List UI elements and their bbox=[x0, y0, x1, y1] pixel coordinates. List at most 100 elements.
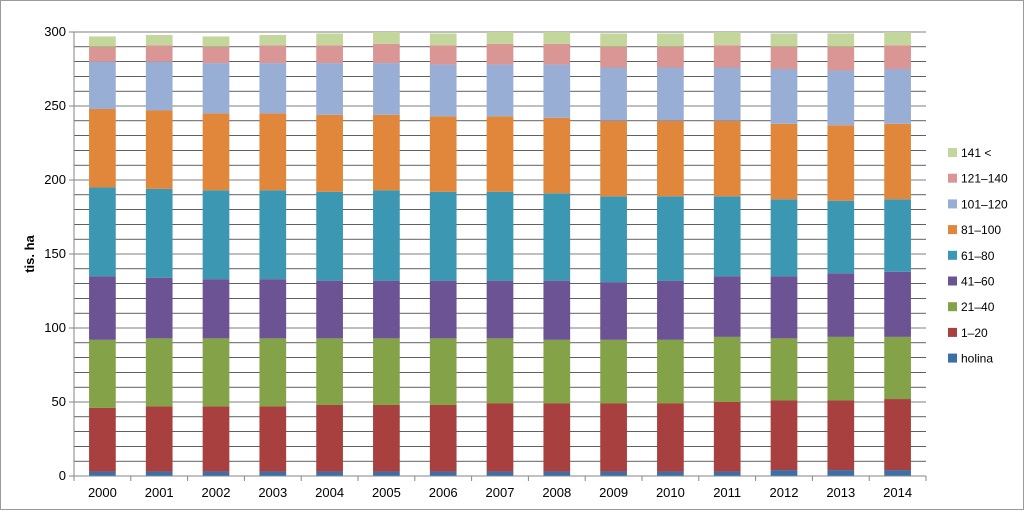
bar-segment bbox=[770, 69, 798, 124]
bar-segment bbox=[827, 400, 855, 471]
bar-segment bbox=[827, 125, 855, 201]
bar-segment bbox=[884, 45, 911, 69]
bar-segment bbox=[145, 34, 173, 46]
x-tick-label: 2012 bbox=[770, 485, 799, 500]
bar-segment bbox=[770, 33, 798, 47]
legend-swatch bbox=[948, 148, 957, 157]
bar-segment bbox=[202, 63, 230, 114]
legend-label: 21–40 bbox=[961, 300, 995, 314]
bar-segment bbox=[202, 113, 230, 191]
x-tick-label: 2000 bbox=[88, 485, 117, 500]
bar-segment bbox=[543, 117, 571, 194]
bar-segment bbox=[89, 46, 116, 62]
x-tick-label: 2006 bbox=[429, 485, 458, 500]
legend-swatch bbox=[948, 225, 957, 235]
bar-segment bbox=[827, 200, 855, 274]
bar-segment bbox=[429, 191, 457, 281]
bar-segment bbox=[316, 404, 343, 472]
x-tick-label: 2002 bbox=[202, 485, 231, 500]
bars bbox=[89, 32, 911, 476]
legend-swatch bbox=[948, 353, 957, 363]
y-axis-ticks: 0 50 100 150 200 250 300 bbox=[44, 24, 74, 483]
bar-segment bbox=[600, 120, 627, 197]
bar-segment bbox=[429, 471, 457, 476]
bar-segment bbox=[657, 67, 684, 121]
x-tick-label: 2007 bbox=[486, 485, 515, 500]
bar-segment bbox=[657, 46, 684, 68]
bar-segment bbox=[145, 406, 173, 472]
bar-segment bbox=[770, 276, 798, 339]
x-tick-label: 2004 bbox=[315, 485, 344, 500]
bar-segment bbox=[89, 471, 116, 476]
bar-segment bbox=[89, 339, 116, 408]
bar-segment bbox=[770, 338, 798, 401]
bar-segment bbox=[543, 471, 571, 476]
y-tick-label: 50 bbox=[52, 394, 66, 409]
bar-segment bbox=[486, 191, 514, 281]
bar-segment bbox=[259, 338, 287, 407]
bar-segment bbox=[316, 33, 343, 46]
legend-label: holina bbox=[961, 352, 993, 366]
bar-segment bbox=[827, 470, 855, 476]
bar-segment bbox=[600, 33, 627, 47]
bar-segment bbox=[884, 336, 911, 400]
bar-segment bbox=[429, 33, 457, 46]
bar-segment bbox=[89, 187, 116, 277]
bar-segment bbox=[884, 399, 911, 471]
bar-segment bbox=[429, 404, 457, 472]
bar-segment bbox=[429, 45, 457, 65]
y-tick-label: 250 bbox=[44, 98, 66, 113]
bar-segment bbox=[713, 32, 741, 46]
bar-segment bbox=[373, 280, 400, 339]
bar-segment bbox=[770, 199, 798, 277]
x-tick-label: 2011 bbox=[713, 485, 741, 500]
x-tick-label: 2009 bbox=[599, 485, 628, 500]
legend-label: 1–20 bbox=[961, 326, 988, 340]
bar-segment bbox=[145, 61, 173, 111]
bar-segment bbox=[316, 338, 343, 405]
bar-segment bbox=[202, 46, 230, 64]
bar-segment bbox=[827, 336, 855, 401]
bar-segment bbox=[202, 406, 230, 472]
legend-swatch bbox=[948, 302, 957, 312]
bar-segment bbox=[770, 400, 798, 471]
bar-segment bbox=[486, 64, 514, 117]
bar-segment bbox=[145, 277, 173, 339]
bar-segment bbox=[259, 63, 287, 114]
y-tick-label: 0 bbox=[59, 468, 66, 483]
bar-segment bbox=[600, 339, 627, 404]
x-tick-label: 2010 bbox=[656, 485, 685, 500]
bar-segment bbox=[486, 280, 514, 339]
bar-segment bbox=[600, 471, 627, 476]
bar-segment bbox=[884, 32, 911, 46]
bar-segment bbox=[316, 471, 343, 476]
bar-segment bbox=[373, 43, 400, 64]
legend-label: 61–80 bbox=[961, 249, 995, 263]
x-tick-label: 2013 bbox=[826, 485, 855, 500]
bar-segment bbox=[89, 276, 116, 340]
bar-segment bbox=[373, 338, 400, 405]
bar-segment bbox=[543, 193, 571, 281]
bar-segment bbox=[145, 110, 173, 189]
bar-segment bbox=[316, 191, 343, 281]
legend-swatch bbox=[948, 199, 957, 209]
bar-segment bbox=[373, 114, 400, 191]
bar-segment bbox=[259, 45, 287, 64]
bar-segment bbox=[259, 34, 287, 46]
bar-segment bbox=[316, 114, 343, 192]
bar-segment bbox=[89, 108, 116, 188]
bar-segment bbox=[770, 46, 798, 69]
legend-label: 101–120 bbox=[961, 197, 1008, 211]
bar-segment bbox=[373, 190, 400, 281]
bar-segment bbox=[486, 338, 514, 404]
bar-segment bbox=[259, 190, 287, 280]
bar-segment bbox=[884, 470, 911, 476]
y-tick-label: 100 bbox=[44, 320, 66, 335]
legend-label: 121–140 bbox=[961, 172, 1008, 186]
bar-segment bbox=[145, 471, 173, 476]
bar-segment bbox=[827, 33, 855, 47]
bar-segment bbox=[713, 471, 741, 476]
bar-segment bbox=[259, 279, 287, 339]
x-tick-label: 2003 bbox=[258, 485, 287, 500]
bar-segment bbox=[429, 64, 457, 117]
